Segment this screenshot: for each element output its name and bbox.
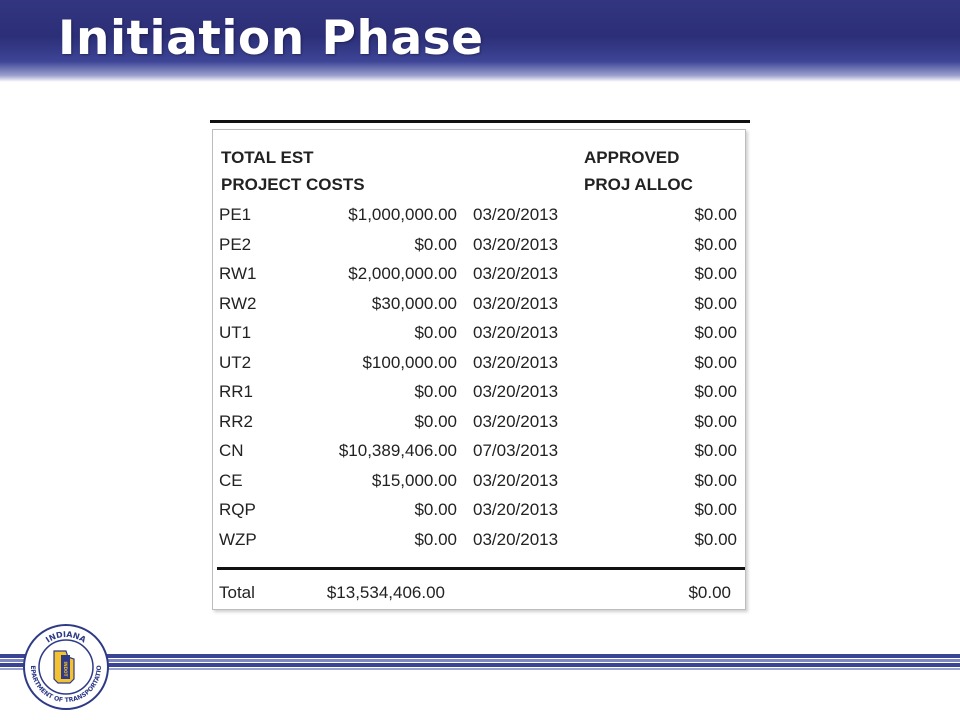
table-row: PE1 $1,000,000.00 03/20/2013 $0.00 — [213, 200, 747, 229]
cost-table-panel: TOTAL EST PROJECT COSTS APPROVED PROJ AL… — [210, 120, 750, 614]
row-cost: $100,000.00 — [362, 352, 457, 372]
row-cost: $30,000.00 — [371, 293, 457, 313]
seal-center-text: INDOT — [63, 662, 68, 677]
table-row: RR2 $0.00 03/20/2013 $0.00 — [213, 407, 747, 436]
row-alloc: $0.00 — [694, 352, 737, 372]
row-date: 03/20/2013 — [473, 323, 559, 342]
row-date: 03/20/2013 — [473, 500, 559, 519]
table-row: PE2 $0.00 03/20/2013 $0.00 — [213, 230, 747, 259]
header-line: APPROVED — [584, 148, 680, 167]
row-cost: $10,389,406.00 — [338, 441, 457, 460]
footer-stripe — [0, 654, 960, 658]
row-alloc: $0.00 — [694, 529, 737, 549]
row-cost: $0.00 — [414, 500, 457, 519]
table-row: CE $15,000.00 03/20/2013 $0.00 — [213, 466, 747, 495]
row-date: 07/03/2013 — [473, 441, 559, 460]
row-date: 03/20/2013 — [473, 205, 559, 224]
total-label: Total — [219, 583, 255, 602]
table-row: WZP $0.00 03/20/2013 $0.00 — [213, 525, 747, 554]
row-alloc: $0.00 — [694, 264, 737, 283]
footer-stripe — [0, 659, 960, 662]
footer-stripe — [0, 663, 960, 667]
row-code: UT1 — [219, 323, 252, 342]
row-alloc: $0.00 — [694, 234, 737, 254]
row-code: RR2 — [219, 411, 254, 431]
row-cost: $0.00 — [414, 234, 457, 254]
column-header-total-est: TOTAL EST PROJECT COSTS — [221, 144, 365, 198]
row-cost: $0.00 — [414, 382, 457, 401]
indot-seal-icon: INDIANA DEPARTMENT OF TRANSPORTATION IND… — [22, 623, 109, 710]
title-banner: Initiation Phase — [0, 0, 960, 82]
table-row: RQP $0.00 03/20/2013 $0.00 — [213, 495, 747, 524]
row-alloc: $0.00 — [694, 500, 737, 519]
row-cost: $0.00 — [414, 411, 457, 431]
column-header-approved: APPROVED PROJ ALLOC — [584, 144, 693, 198]
row-date: 03/20/2013 — [473, 411, 559, 431]
row-code: RW2 — [219, 293, 257, 313]
total-row: Total $13,534,406.00 $0.00 — [213, 578, 747, 607]
row-date: 03/20/2013 — [473, 529, 559, 549]
row-code: WZP — [219, 529, 257, 549]
row-alloc: $0.00 — [694, 382, 737, 401]
row-cost: $0.00 — [414, 323, 457, 342]
total-alloc: $0.00 — [688, 583, 731, 602]
table-row: RW1 $2,000,000.00 03/20/2013 $0.00 — [213, 259, 747, 288]
row-code: RQP — [219, 500, 256, 519]
row-date: 03/20/2013 — [473, 264, 559, 283]
row-cost: $2,000,000.00 — [348, 264, 457, 283]
slide-title: Initiation Phase — [58, 11, 484, 66]
row-alloc: $0.00 — [694, 323, 737, 342]
row-cost: $15,000.00 — [371, 470, 457, 490]
row-date: 03/20/2013 — [473, 470, 559, 490]
row-alloc: $0.00 — [694, 411, 737, 431]
table-row: UT1 $0.00 03/20/2013 $0.00 — [213, 318, 747, 347]
row-code: CE — [219, 470, 243, 490]
table-row: UT2 $100,000.00 03/20/2013 $0.00 — [213, 348, 747, 377]
header-line: TOTAL EST — [221, 148, 314, 167]
table-row: CN $10,389,406.00 07/03/2013 $0.00 — [213, 436, 747, 465]
row-alloc: $0.00 — [694, 470, 737, 490]
row-cost: $1,000,000.00 — [348, 205, 457, 224]
table-row: RR1 $0.00 03/20/2013 $0.00 — [213, 377, 747, 406]
total-cost: $13,534,406.00 — [326, 583, 445, 602]
header-line: PROJ ALLOC — [584, 175, 693, 194]
row-code: UT2 — [219, 352, 252, 372]
row-code: PE2 — [219, 234, 252, 254]
header-line: PROJECT COSTS — [221, 175, 365, 194]
row-code: RW1 — [219, 264, 257, 283]
table-row: RW2 $30,000.00 03/20/2013 $0.00 — [213, 289, 747, 318]
row-date: 03/20/2013 — [473, 234, 559, 254]
row-cost: $0.00 — [414, 529, 457, 549]
row-alloc: $0.00 — [694, 293, 737, 313]
row-code: RR1 — [219, 382, 254, 401]
row-date: 03/20/2013 — [473, 293, 559, 313]
row-date: 03/20/2013 — [473, 352, 559, 372]
cost-table: TOTAL EST PROJECT COSTS APPROVED PROJ AL… — [212, 129, 746, 610]
row-alloc: $0.00 — [694, 205, 737, 224]
row-code: CN — [219, 441, 244, 460]
total-divider — [217, 567, 745, 570]
row-alloc: $0.00 — [694, 441, 737, 460]
footer-stripe — [0, 668, 960, 670]
row-date: 03/20/2013 — [473, 382, 559, 401]
row-code: PE1 — [219, 205, 252, 224]
